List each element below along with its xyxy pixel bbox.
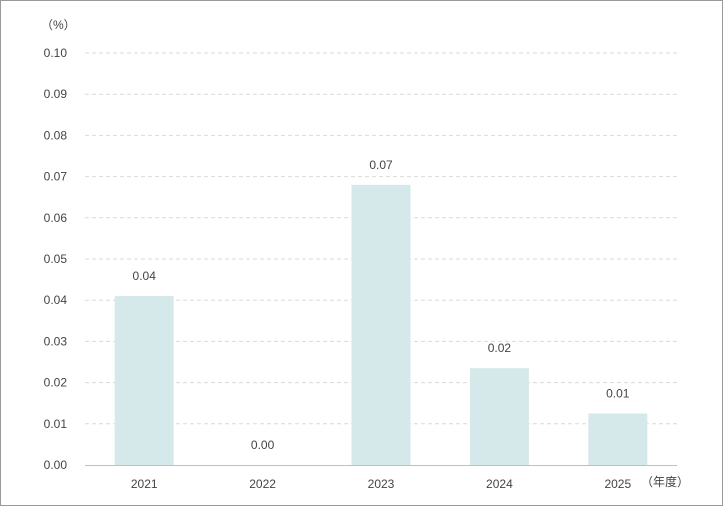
bar	[588, 413, 648, 465]
y-tick-label: 0.03	[44, 334, 68, 348]
x-tick-label: 2021	[131, 477, 158, 491]
bars	[114, 184, 648, 465]
y-tick-label: 0.05	[44, 252, 68, 266]
x-tick-labels: 2021 2022 2023 2024 2025	[131, 477, 632, 491]
bar	[351, 184, 411, 465]
data-label: 0.07	[369, 158, 393, 172]
y-tick-label: 0.08	[44, 128, 68, 142]
y-tick-label: 0.07	[44, 170, 68, 184]
y-tick-label: 0.10	[44, 46, 68, 60]
y-tick-label: 0.02	[44, 376, 68, 390]
data-label: 0.00	[251, 438, 275, 452]
y-tick-label: 0.06	[44, 211, 68, 225]
bar	[469, 368, 529, 465]
y-tick-labels: 0.00 0.01 0.02 0.03 0.04 0.05 0.06 0.07 0.08 0.09…	[44, 46, 68, 472]
data-label: 0.04	[133, 269, 157, 283]
x-tick-label: 2024	[486, 477, 513, 491]
y-tick-label: 0.04	[44, 293, 68, 307]
x-unit-label: （年度）	[641, 474, 689, 489]
data-label: 0.01	[606, 387, 630, 401]
y-tick-label: 0.00	[44, 458, 68, 472]
x-tick-label: 2022	[249, 477, 276, 491]
x-tick-label: 2023	[368, 477, 395, 491]
y-unit-label: （%）	[41, 18, 76, 32]
data-labels: 0.04 0.00 0.07 0.02 0.01	[133, 158, 630, 452]
y-tick-label: 0.01	[44, 417, 68, 431]
x-tick-label: 2025	[604, 477, 631, 491]
y-tick-label: 0.09	[44, 87, 68, 101]
bar	[114, 296, 174, 465]
data-label: 0.02	[488, 341, 512, 355]
